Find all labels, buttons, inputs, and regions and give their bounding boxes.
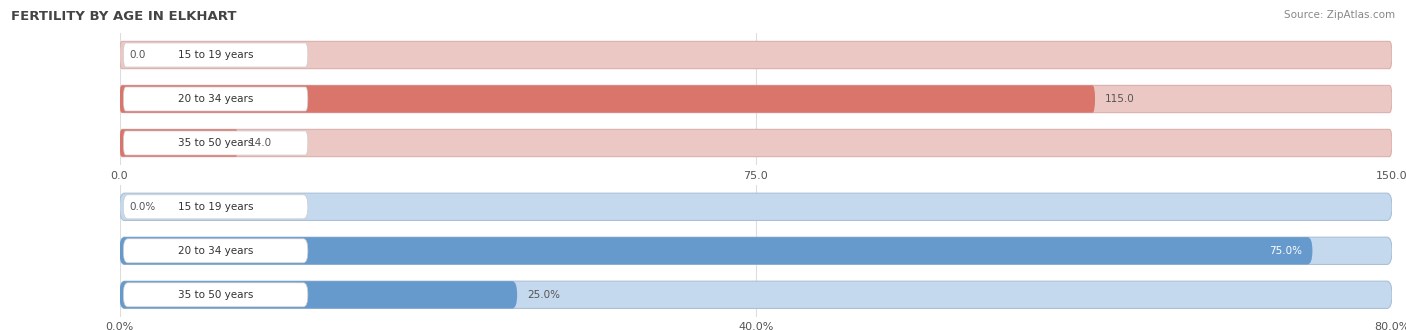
Text: 0.0: 0.0 <box>129 50 146 60</box>
FancyBboxPatch shape <box>120 281 1392 309</box>
Text: 20 to 34 years: 20 to 34 years <box>179 94 253 104</box>
Text: 25.0%: 25.0% <box>527 290 561 300</box>
FancyBboxPatch shape <box>120 85 1095 113</box>
FancyBboxPatch shape <box>120 237 1392 264</box>
Text: 14.0: 14.0 <box>249 138 271 148</box>
FancyBboxPatch shape <box>124 131 308 155</box>
Text: 20 to 34 years: 20 to 34 years <box>179 246 253 256</box>
FancyBboxPatch shape <box>120 129 1392 157</box>
FancyBboxPatch shape <box>124 239 308 263</box>
FancyBboxPatch shape <box>120 281 517 309</box>
FancyBboxPatch shape <box>120 193 1392 220</box>
Text: 0.0%: 0.0% <box>129 202 156 212</box>
FancyBboxPatch shape <box>120 85 1392 113</box>
Text: 75.0%: 75.0% <box>1270 246 1302 256</box>
Text: Source: ZipAtlas.com: Source: ZipAtlas.com <box>1284 10 1395 20</box>
FancyBboxPatch shape <box>124 283 308 307</box>
FancyBboxPatch shape <box>120 237 1312 264</box>
Text: 35 to 50 years: 35 to 50 years <box>179 138 253 148</box>
Text: 115.0: 115.0 <box>1105 94 1135 104</box>
Text: FERTILITY BY AGE IN ELKHART: FERTILITY BY AGE IN ELKHART <box>11 10 236 23</box>
Text: 15 to 19 years: 15 to 19 years <box>177 50 253 60</box>
FancyBboxPatch shape <box>124 87 308 111</box>
FancyBboxPatch shape <box>120 41 1392 69</box>
Text: 15 to 19 years: 15 to 19 years <box>177 202 253 212</box>
FancyBboxPatch shape <box>124 43 308 67</box>
FancyBboxPatch shape <box>124 195 308 219</box>
FancyBboxPatch shape <box>120 129 238 157</box>
Text: 35 to 50 years: 35 to 50 years <box>179 290 253 300</box>
